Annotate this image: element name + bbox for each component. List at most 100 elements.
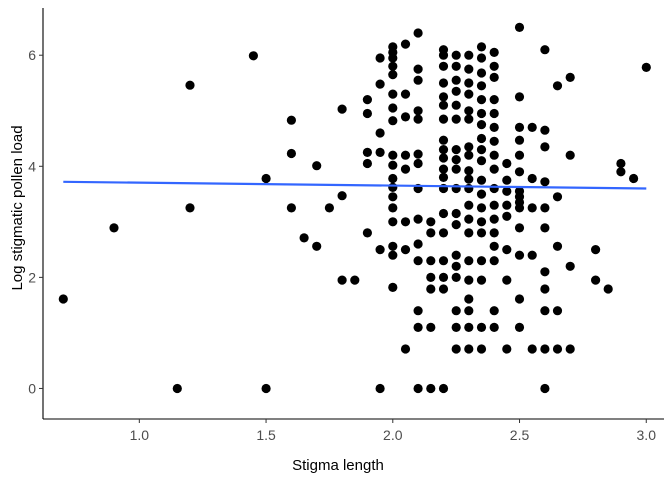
data-point bbox=[476, 322, 487, 332]
data-point bbox=[362, 95, 372, 105]
data-point bbox=[476, 120, 487, 130]
data-point bbox=[476, 81, 487, 91]
data-point bbox=[489, 214, 499, 224]
data-point bbox=[476, 156, 487, 166]
data-point bbox=[451, 61, 461, 71]
data-point bbox=[540, 203, 550, 213]
data-point bbox=[388, 241, 398, 251]
data-point bbox=[438, 114, 449, 124]
data-point bbox=[400, 112, 411, 122]
data-point bbox=[438, 153, 449, 163]
data-point bbox=[185, 203, 195, 213]
data-point bbox=[464, 183, 474, 194]
data-point bbox=[413, 149, 423, 159]
data-point bbox=[565, 344, 575, 354]
data-point bbox=[426, 228, 436, 238]
data-point bbox=[438, 50, 449, 60]
data-point bbox=[438, 228, 449, 238]
data-point bbox=[464, 78, 474, 88]
data-point bbox=[286, 115, 296, 125]
data-point bbox=[552, 192, 563, 202]
data-point bbox=[514, 294, 525, 304]
data-point bbox=[388, 150, 398, 160]
data-point bbox=[476, 228, 487, 238]
data-point bbox=[286, 148, 296, 159]
data-point bbox=[388, 116, 398, 126]
data-point bbox=[438, 78, 449, 88]
data-point bbox=[388, 89, 398, 99]
data-point bbox=[438, 256, 449, 266]
data-point bbox=[350, 275, 360, 285]
data-point bbox=[451, 272, 461, 282]
data-point bbox=[388, 282, 398, 292]
data-point bbox=[476, 203, 487, 213]
data-point bbox=[451, 114, 461, 124]
data-point bbox=[489, 200, 499, 210]
data-point bbox=[413, 106, 423, 116]
data-point bbox=[502, 175, 512, 185]
data-point bbox=[464, 166, 474, 176]
data-point bbox=[514, 92, 525, 102]
data-point bbox=[464, 174, 474, 184]
data-point bbox=[362, 158, 372, 169]
data-point bbox=[413, 28, 423, 38]
data-point bbox=[502, 344, 512, 354]
data-point bbox=[489, 47, 499, 58]
data-point bbox=[514, 250, 525, 260]
data-point bbox=[641, 62, 651, 72]
data-point bbox=[552, 344, 563, 354]
data-point bbox=[464, 322, 474, 332]
data-point bbox=[464, 64, 474, 74]
data-point bbox=[540, 267, 550, 277]
data-point bbox=[476, 256, 487, 266]
data-point bbox=[109, 223, 119, 233]
data-point bbox=[388, 70, 398, 80]
data-point bbox=[476, 68, 487, 78]
data-point bbox=[489, 256, 499, 266]
data-point bbox=[451, 145, 461, 155]
data-point bbox=[413, 256, 423, 266]
data-point bbox=[502, 186, 512, 196]
x-tick-label: 3.0 bbox=[637, 427, 657, 443]
data-point bbox=[438, 272, 449, 282]
y-axis-title: Log stigmatic pollen load bbox=[9, 125, 26, 290]
data-point bbox=[413, 64, 423, 74]
y-axis-ticks: 0 2 4 6 bbox=[28, 47, 43, 396]
data-point bbox=[438, 208, 449, 219]
y-tick-label: 4 bbox=[28, 158, 36, 174]
data-point bbox=[438, 164, 449, 174]
data-point bbox=[489, 306, 499, 316]
data-point bbox=[337, 275, 347, 285]
data-point bbox=[616, 167, 626, 177]
y-tick-label: 2 bbox=[28, 269, 36, 285]
data-point bbox=[413, 239, 423, 249]
data-point bbox=[451, 250, 461, 260]
data-point bbox=[451, 344, 461, 354]
data-point bbox=[388, 182, 398, 192]
data-point bbox=[565, 261, 575, 271]
data-point bbox=[476, 53, 487, 63]
data-point bbox=[400, 217, 411, 227]
data-point bbox=[413, 214, 423, 224]
data-point bbox=[565, 72, 575, 82]
data-point bbox=[514, 122, 525, 132]
data-point bbox=[476, 145, 487, 155]
data-point bbox=[464, 200, 474, 210]
data-point bbox=[388, 103, 398, 113]
x-axis-title: Stigma length bbox=[292, 457, 384, 474]
data-point bbox=[451, 306, 461, 316]
data-point bbox=[502, 275, 512, 285]
data-point bbox=[451, 100, 461, 110]
data-point bbox=[426, 256, 436, 266]
data-point bbox=[514, 203, 525, 213]
data-point bbox=[438, 61, 449, 71]
data-point bbox=[464, 106, 474, 116]
data-point bbox=[312, 161, 322, 171]
data-point bbox=[312, 241, 322, 251]
data-point bbox=[527, 173, 537, 184]
data-point bbox=[527, 344, 537, 354]
data-point bbox=[476, 42, 487, 52]
data-point bbox=[464, 142, 474, 152]
data-point bbox=[489, 241, 499, 251]
